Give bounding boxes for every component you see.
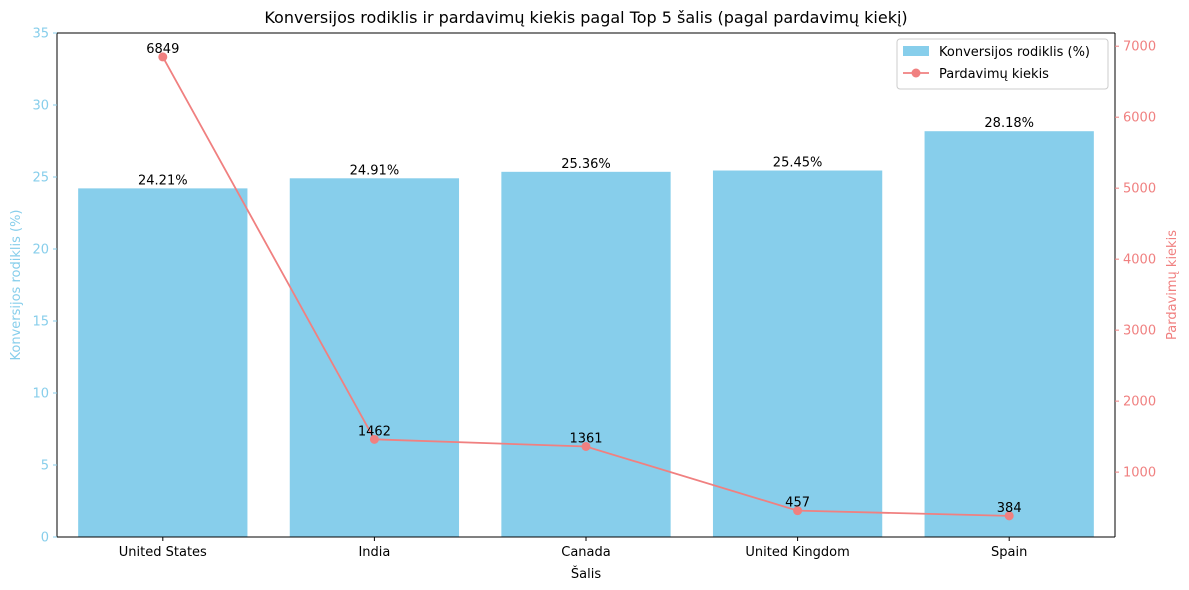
bar [712, 170, 883, 537]
x-axis-title: Šalis [571, 566, 601, 582]
right-y-tick-label: 4000 [1123, 253, 1156, 268]
right-y-axis-title: Pardavimų kiekis [1165, 230, 1180, 340]
x-tick-label: Spain [991, 545, 1027, 560]
legend-box [896, 38, 1109, 90]
bar [501, 171, 671, 538]
left-y-axis-title: Konversijos rodiklis (%) [9, 210, 24, 361]
sales-value-label: 1361 [569, 431, 602, 446]
bar-value-label: 24.21% [138, 173, 188, 188]
sales-point [581, 441, 591, 451]
bar-value-label: 24.91% [350, 163, 400, 178]
bar [289, 178, 460, 537]
sales-point [793, 506, 803, 516]
bar-value-label: 28.18% [984, 116, 1034, 131]
sales-value-label: 457 [785, 496, 810, 511]
sales-point [1004, 511, 1014, 521]
legend-bar-label: Konversijos rodiklis (%) [939, 45, 1090, 60]
plot-area: 24.21% 24.91% 25.36% 25.45% 28.18% 6849 1462 13… [32, 27, 1156, 561]
sales-point [369, 434, 379, 444]
right-y-tick-label: 3000 [1123, 324, 1156, 339]
left-y-tick-label: 15 [32, 315, 49, 330]
sales-value-label: 6849 [146, 42, 179, 57]
bar [78, 188, 248, 537]
bar [924, 131, 1094, 537]
sales-point [158, 52, 168, 62]
legend-line-label: Pardavimų kiekis [939, 67, 1049, 82]
left-y-tick-label: 30 [32, 99, 49, 114]
sales-value-label: 1462 [358, 424, 391, 439]
legend-line-marker [911, 68, 921, 78]
right-y-tick-label: 5000 [1123, 182, 1156, 197]
legend: Konversijos rodiklis (%) Pardavimų kieki… [896, 38, 1109, 90]
x-tick-label: United States [119, 545, 207, 560]
sales-value-label: 384 [997, 501, 1022, 516]
right-y-tick-label: 2000 [1123, 395, 1156, 410]
x-tick-label: United Kingdom [745, 545, 849, 560]
left-y-tick-label: 35 [32, 27, 49, 42]
legend-bar-swatch [903, 46, 929, 56]
left-y-tick-label: 25 [32, 171, 49, 186]
left-y-tick-label: 20 [32, 243, 49, 258]
bar-value-label: 25.45% [773, 156, 823, 171]
left-y-tick-label: 10 [32, 387, 49, 402]
left-y-tick-label: 0 [41, 531, 49, 546]
right-y-tick-label: 7000 [1123, 40, 1156, 55]
x-tick-label: Canada [561, 545, 610, 560]
bar-value-label: 25.36% [561, 157, 611, 172]
x-tick-label: India [358, 545, 390, 560]
right-y-tick-label: 1000 [1123, 466, 1156, 481]
left-y-tick-label: 5 [41, 459, 49, 474]
chart-title: Konversijos rodiklis ir pardavimų kiekis… [264, 8, 907, 27]
right-y-tick-label: 6000 [1123, 111, 1156, 126]
